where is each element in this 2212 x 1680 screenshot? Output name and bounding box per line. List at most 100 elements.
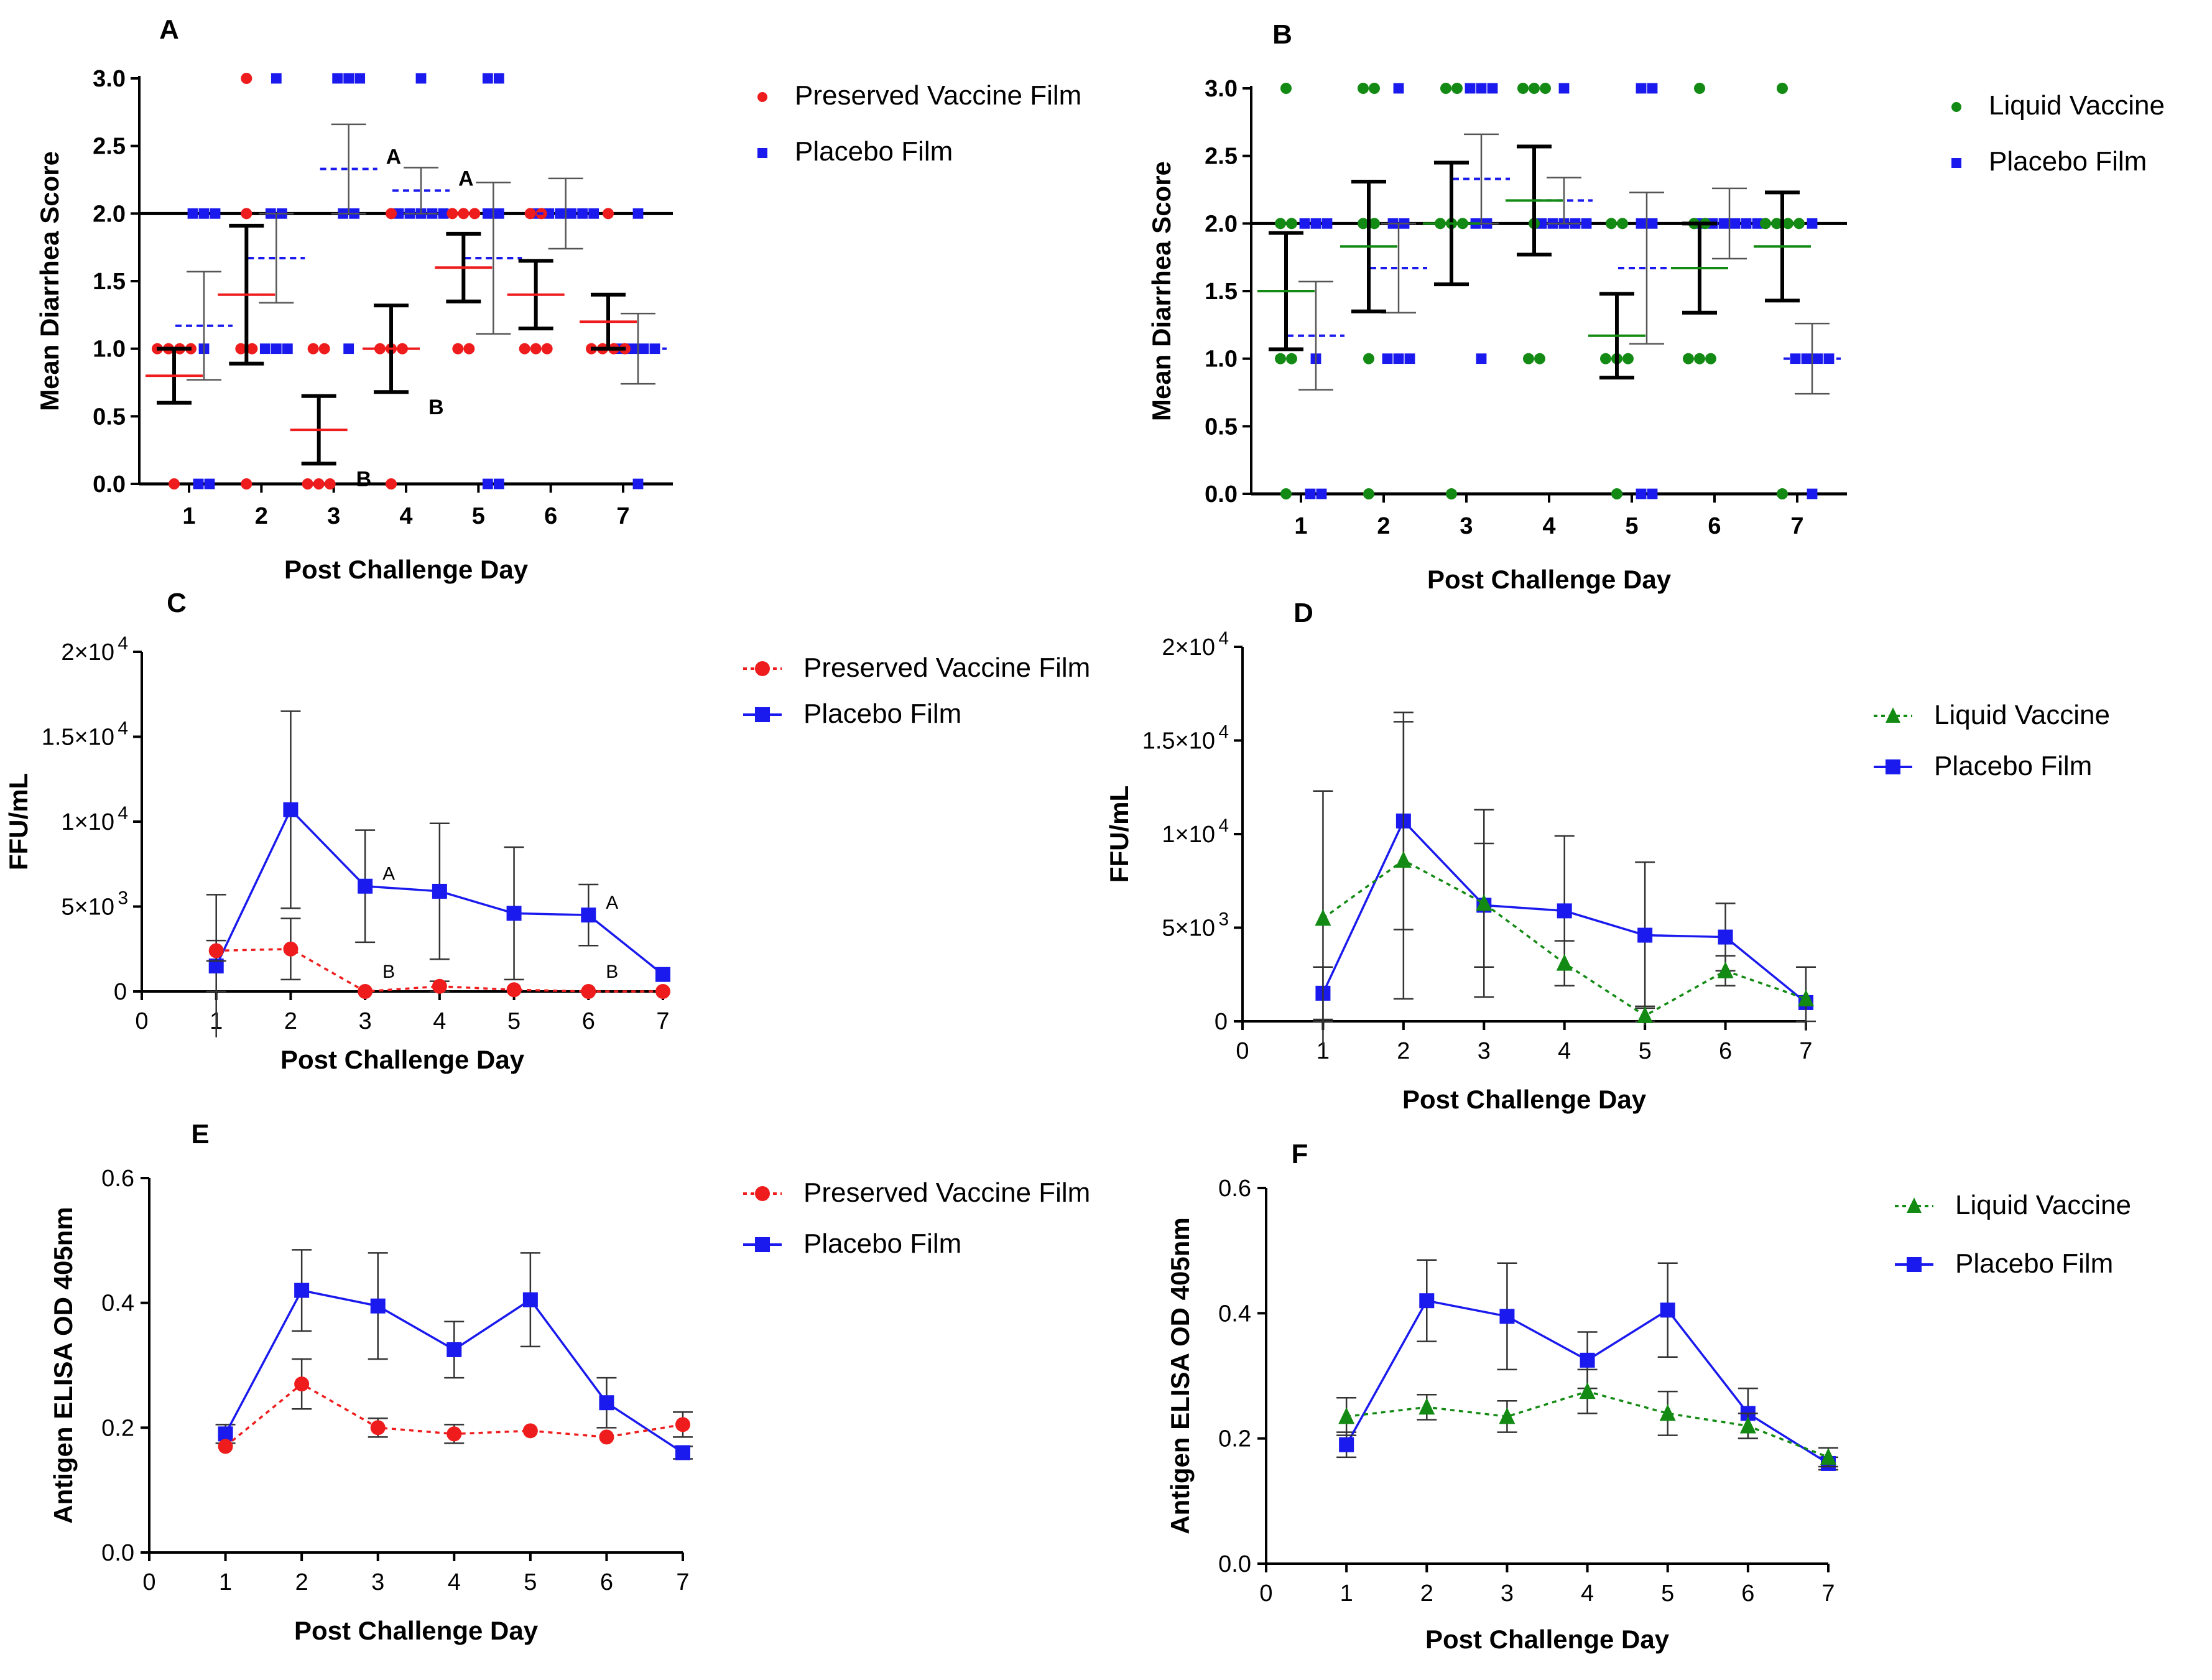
liquid-vaccine-marker <box>1659 1404 1676 1421</box>
placebo-film-marker <box>370 1298 386 1314</box>
y-tick-label: 0.0 <box>101 1540 134 1566</box>
y-tick-exponent: 4 <box>118 633 128 654</box>
placebo-point <box>1476 83 1487 94</box>
liquid-vaccine-marker <box>1499 1407 1516 1424</box>
panel-E-letter: E <box>191 1119 209 1149</box>
x-axis-title: Post Challenge Day <box>1402 1085 1647 1114</box>
vaccine-point <box>386 208 397 220</box>
y-tick-label: 3.0 <box>1205 76 1238 102</box>
x-tick-label: 4 <box>1542 513 1555 539</box>
y-axis-title: Mean Diarrhea Score <box>35 151 64 411</box>
placebo-point <box>1476 353 1487 364</box>
placebo-point <box>493 478 504 490</box>
placebo-point <box>482 73 493 84</box>
x-tick-label: 4 <box>1558 1038 1571 1064</box>
x-tick-label: 1 <box>1317 1038 1330 1064</box>
y-tick-label: 0.6 <box>101 1166 134 1192</box>
placebo-film-marker <box>1580 1352 1595 1368</box>
placebo-point <box>204 478 215 490</box>
liquid-vaccine-marker <box>1395 851 1412 868</box>
y-tick-label: 0.2 <box>1218 1426 1251 1452</box>
x-tick-label: 2 <box>1397 1038 1410 1064</box>
placebo-point <box>493 208 504 219</box>
y-axis-title: FFU/mL <box>1104 786 1134 883</box>
legend-marker-preserved-vaccine-film <box>755 661 770 676</box>
vaccine-point <box>1517 83 1529 94</box>
vaccine-point <box>318 343 330 355</box>
vaccine-point <box>1606 218 1617 230</box>
legend-label-placebo-film: Placebo Film <box>1955 1248 2113 1279</box>
placebo-point <box>332 73 343 84</box>
vaccine-point <box>302 478 313 490</box>
y-tick-exponent: 3 <box>1218 909 1229 930</box>
significance-letter: A <box>382 864 395 884</box>
preserved-vaccine-film-marker <box>599 1429 614 1445</box>
significance-letter: B <box>382 962 395 982</box>
placebo-point <box>1487 83 1498 94</box>
placebo-point <box>271 73 282 84</box>
placebo-point <box>415 73 427 84</box>
y-tick-label: 0.2 <box>101 1415 134 1441</box>
y-tick-exponent: 3 <box>118 888 128 909</box>
vaccine-point <box>1694 83 1705 94</box>
vaccine-point <box>241 208 252 220</box>
vaccine-point <box>1358 218 1369 230</box>
vaccine-point <box>1280 83 1292 94</box>
significance-letter: B <box>356 467 372 491</box>
vaccine-point <box>1286 353 1297 364</box>
legend-marker-placebo-film <box>755 707 770 722</box>
vaccine-point <box>1793 218 1805 230</box>
placebo-film-marker <box>1637 927 1653 943</box>
panel-C-letter: C <box>167 588 187 618</box>
placebo-point <box>259 343 271 355</box>
legend-marker-placebo-film <box>1886 759 1900 774</box>
x-tick-label: 3 <box>1478 1038 1491 1064</box>
legend-label-preserved-vaccine-film: Preserved Vaccine Film <box>795 80 1081 111</box>
placebo-point <box>1404 353 1415 364</box>
placebo-point <box>1316 488 1327 499</box>
legend-marker-liquid-vaccine <box>1951 102 1961 112</box>
significance-letter: A <box>606 893 618 913</box>
x-tick-label: 3 <box>1460 513 1473 539</box>
x-tick-label: 4 <box>433 1008 446 1034</box>
x-tick-label: 0 <box>1236 1038 1249 1064</box>
y-tick-label: 1.0 <box>1205 346 1238 373</box>
preserved-vaccine-film-marker <box>522 1423 538 1439</box>
liquid-vaccine-marker <box>1315 909 1331 926</box>
panel-E: E 0.0 0.2 0.4 0.6 0 1 2 3 4 5 6 7 Post Challenge Day A… <box>49 1119 1090 1645</box>
vaccine-point <box>1358 83 1369 94</box>
liquid-vaccine-marker <box>1739 1416 1756 1434</box>
placebo-point <box>193 478 204 490</box>
placebo-film-marker <box>283 802 298 817</box>
x-tick-label: 4 <box>448 1569 461 1595</box>
vaccine-point <box>1440 83 1451 94</box>
y-tick-label: 0 <box>1215 1009 1228 1035</box>
y-tick-label: 0.6 <box>1218 1176 1251 1202</box>
placebo-point <box>271 343 282 355</box>
vaccine-point <box>1540 83 1551 94</box>
x-tick-label: 7 <box>1799 1038 1812 1064</box>
x-tick-label: 5 <box>1639 1038 1652 1064</box>
placebo-film-marker <box>1499 1309 1515 1324</box>
x-tick-label: 7 <box>656 1008 669 1034</box>
vaccine-point <box>1534 353 1545 364</box>
placebo-film-marker <box>655 967 670 982</box>
placebo-point <box>1807 218 1818 229</box>
vaccine-point <box>458 208 470 220</box>
x-tick-label: 3 <box>371 1569 384 1595</box>
placebo-point <box>282 343 293 355</box>
placebo-film-marker <box>599 1395 614 1411</box>
placebo-point <box>493 73 504 84</box>
placebo-point <box>1807 488 1818 499</box>
preserved-vaccine-film-marker <box>358 984 373 999</box>
placebo-point <box>1465 83 1476 94</box>
y-tick-label: 1×10 <box>61 809 114 835</box>
x-tick-label: 4 <box>1581 1580 1594 1607</box>
x-tick-label: 0 <box>135 1008 148 1034</box>
y-tick-label: 3.0 <box>93 66 126 92</box>
x-tick-label: 1 <box>1294 513 1307 539</box>
y-tick-label: 2.0 <box>93 201 126 227</box>
placebo-point <box>438 208 449 219</box>
